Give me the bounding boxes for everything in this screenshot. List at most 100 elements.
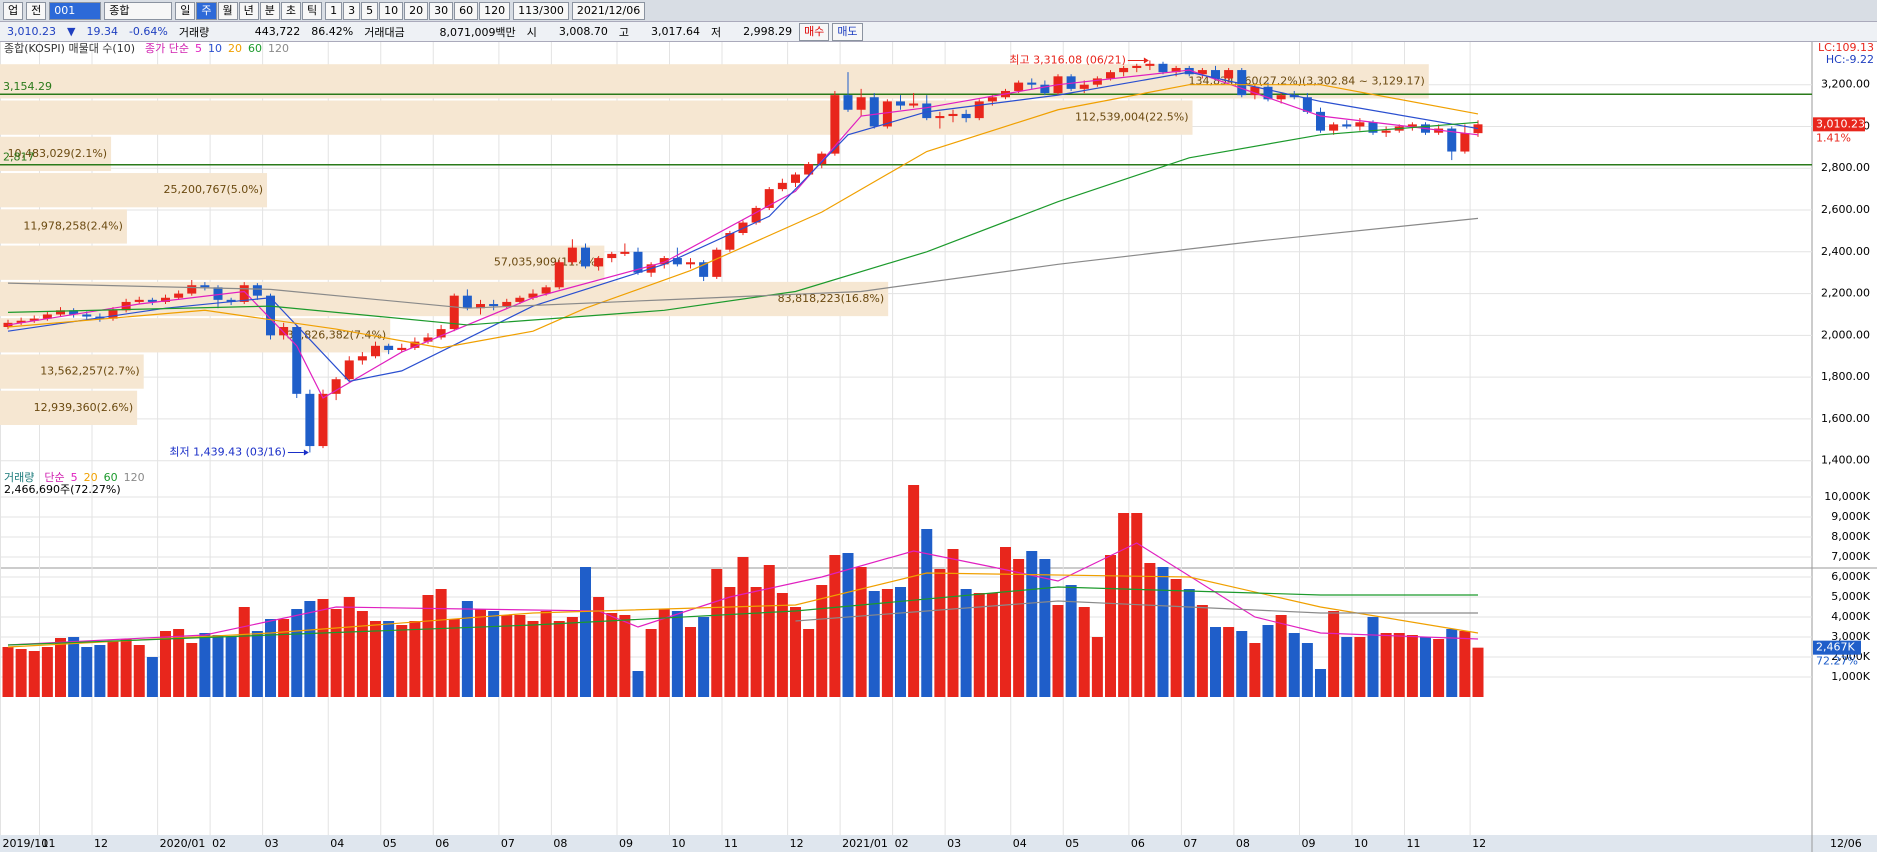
buy-button[interactable]: 매수: [799, 22, 830, 41]
candle-body: [95, 316, 105, 319]
annotation: 최고 3,316.08 (06/21): [1009, 53, 1126, 66]
interval-button[interactable]: 3: [343, 1, 361, 20]
legend-item: 단순: [44, 471, 64, 484]
price: 3,010.23: [7, 25, 56, 38]
volume-bar: [619, 615, 631, 697]
volume-bar: [2, 647, 14, 697]
candle-body: [174, 293, 184, 298]
period-button[interactable]: 초: [280, 1, 301, 20]
candle-body: [567, 247, 577, 263]
volume-bar: [1065, 585, 1077, 697]
volume-bar: [81, 647, 93, 697]
legend-item: 5: [195, 42, 202, 55]
volume-bar: [120, 639, 132, 697]
x-tick-label: 07: [501, 837, 515, 850]
count-field[interactable]: 113/300: [513, 1, 569, 20]
label: 거래량: [178, 25, 210, 39]
volume-bar: [68, 637, 80, 697]
volume-bar: [514, 615, 526, 697]
volume-bar: [566, 617, 578, 697]
candle-body: [659, 258, 669, 265]
volume-bar: [829, 555, 841, 697]
candle-body: [161, 297, 170, 302]
profile-box: [0, 173, 268, 208]
period-button[interactable]: 일: [175, 1, 196, 20]
candle-body: [292, 327, 302, 394]
volume-bar: [1157, 567, 1169, 697]
profile-box: [0, 245, 605, 280]
volume-bar: [409, 621, 421, 697]
period-button[interactable]: 월: [217, 1, 238, 20]
volume-bar: [737, 557, 749, 697]
candle-body: [1421, 124, 1430, 133]
volume-bar: [632, 671, 644, 697]
type-button[interactable]: 업: [3, 1, 24, 20]
arrow-head: [1143, 57, 1149, 64]
period-button[interactable]: 분: [259, 1, 280, 20]
candle-body: [791, 174, 800, 183]
profile-box: [0, 100, 1193, 135]
interval-button[interactable]: 30: [429, 1, 454, 20]
candle-body: [1014, 82, 1024, 91]
interval-button[interactable]: 60: [454, 1, 479, 20]
candle-body: [462, 295, 472, 309]
candle-body: [738, 222, 748, 233]
candle-body: [896, 101, 905, 106]
last-volume: 2,467K: [1816, 641, 1855, 654]
volume-bar: [816, 585, 828, 697]
value: 3,008.70: [558, 25, 608, 38]
ma-line: [7, 121, 1479, 326]
period-button[interactable]: 년: [238, 1, 259, 20]
candle-body: [686, 262, 695, 265]
volume-bar: [396, 625, 408, 697]
candle-body: [410, 341, 420, 348]
code-input[interactable]: 001: [49, 1, 102, 20]
candle-body: [1211, 70, 1220, 79]
volume-bar: [199, 633, 211, 697]
period-button[interactable]: 주: [196, 1, 217, 20]
volume-info: 2,466,690주(72.27%): [4, 483, 121, 496]
volume-bar: [1013, 559, 1025, 697]
name-field[interactable]: 종합(KOSPI): [104, 1, 173, 33]
interval-button[interactable]: 1: [325, 1, 343, 20]
ma-line: [7, 84, 1479, 349]
y-tick-label: 3,200.00: [1821, 78, 1870, 91]
profile-box: [0, 390, 138, 425]
volume-bar: [1039, 559, 1051, 697]
candle-body: [1407, 124, 1417, 127]
last-volume-rate: 72.27%: [1816, 655, 1858, 668]
date-field[interactable]: 2021/12/06: [571, 1, 646, 20]
label: 시: [526, 25, 537, 39]
volume-bar: [291, 609, 303, 697]
ma-line: [7, 71, 1479, 382]
legend-item: 5: [71, 471, 78, 484]
volume-bar: [750, 587, 762, 697]
label: 고: [618, 25, 629, 39]
x-tick-label: 05: [1065, 837, 1079, 850]
candle-body: [777, 182, 787, 190]
ma-line: [7, 586, 1478, 646]
volume-bar: [1288, 633, 1300, 697]
market-button[interactable]: 전: [26, 1, 47, 20]
interval-button[interactable]: 20: [404, 1, 429, 20]
x-tick-label: 12: [94, 837, 108, 850]
sell-button[interactable]: 매도: [832, 22, 863, 41]
volume-bar: [186, 643, 198, 697]
volume-bar: [383, 621, 395, 697]
interval-button[interactable]: 10: [379, 1, 404, 20]
x-tick-label: 2021/01: [842, 837, 888, 850]
x-tick-label: 11: [724, 837, 738, 850]
volume-bar: [711, 569, 723, 697]
candle-body: [1184, 67, 1194, 75]
value: 3,017.64: [650, 25, 700, 38]
x-tick-label: 2020/01: [160, 837, 206, 850]
volume-bar: [685, 627, 696, 697]
volume-bar: [1196, 605, 1208, 697]
y-tick-label: 3,000K: [1831, 630, 1870, 643]
volume-bar: [370, 621, 381, 697]
candle-body: [935, 116, 945, 119]
candle-body: [594, 258, 604, 267]
interval-button[interactable]: 5: [361, 1, 379, 20]
interval-button[interactable]: 120: [479, 1, 511, 20]
period-button[interactable]: 틱: [302, 1, 323, 20]
